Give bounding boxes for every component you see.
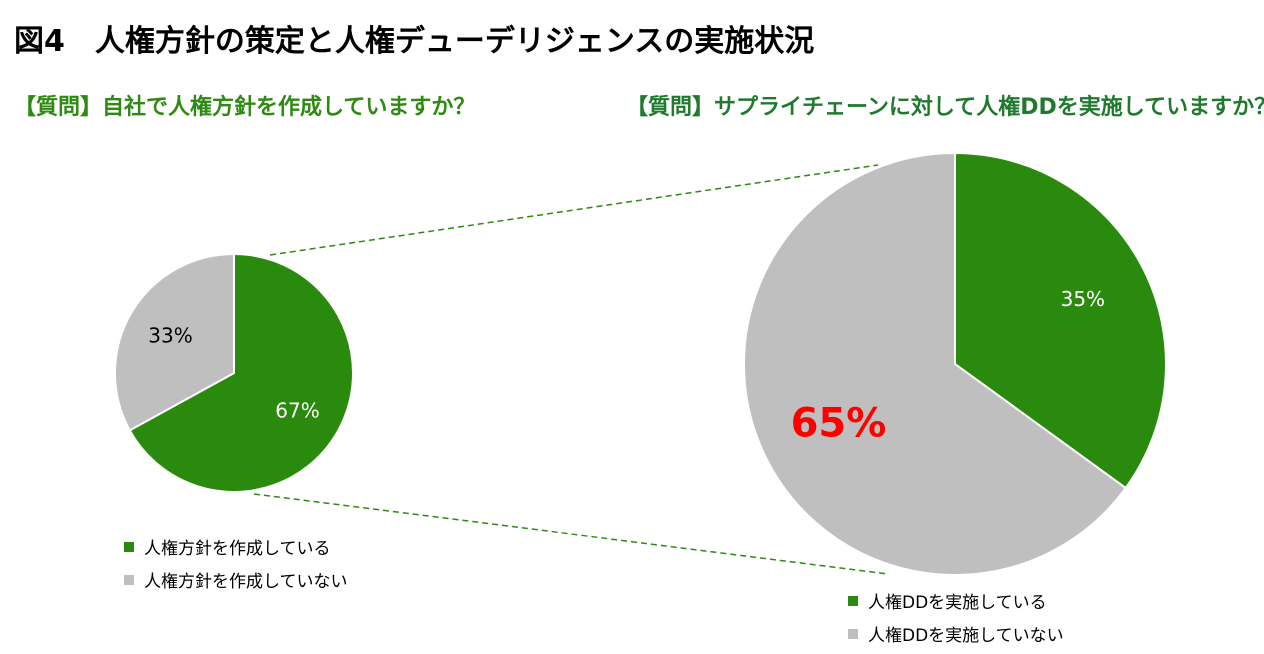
- legend-label: 人権方針を作成していない: [144, 572, 348, 592]
- pie1-slice-1: [128, 252, 354, 493]
- pie2-data-label-1: 35%: [1061, 287, 1105, 311]
- pie2-slice-1: [954, 151, 1167, 490]
- pie1-data-label-2: 33%: [148, 323, 192, 347]
- figure-title: 図4 人権方針の策定と人権デューデリジェンスの実施状況: [14, 24, 815, 59]
- legend-swatch-green: [848, 595, 858, 606]
- leader-line-bottom: [253, 493, 889, 575]
- legend-label: 人権方針を作成している: [144, 539, 331, 559]
- legend-item: 人権DDを実施している: [848, 584, 1064, 617]
- left-chart-legend: 人権方針を作成している 人権方針を作成していない: [124, 530, 348, 596]
- leader-line-top: [269, 164, 879, 256]
- legend-swatch-green: [124, 541, 134, 552]
- legend-item: 人権方針を作成している: [124, 530, 348, 563]
- pie2-slice-2: [743, 151, 1128, 576]
- right-chart-question: 【質問】サプライチェーンに対して人権DDを実施していますか？: [626, 95, 1264, 120]
- pie2-data-label-2: 65%: [791, 400, 887, 446]
- legend-item: 人権DDを実施していない: [848, 617, 1064, 650]
- legend-swatch-gray: [848, 628, 858, 639]
- legend-label: 人権DDを実施していない: [868, 626, 1064, 646]
- legend-label: 人権DDを実施している: [868, 593, 1047, 613]
- legend-item: 人権方針を作成していない: [124, 563, 348, 596]
- right-chart-legend: 人権DDを実施している 人権DDを実施していない: [848, 584, 1064, 650]
- pie1-slice-2: [114, 252, 235, 432]
- pie1-data-label-1: 67%: [275, 399, 319, 423]
- left-chart-question: 【質問】自社で人権方針を作成していますか？: [14, 95, 476, 120]
- legend-swatch-gray: [124, 574, 134, 585]
